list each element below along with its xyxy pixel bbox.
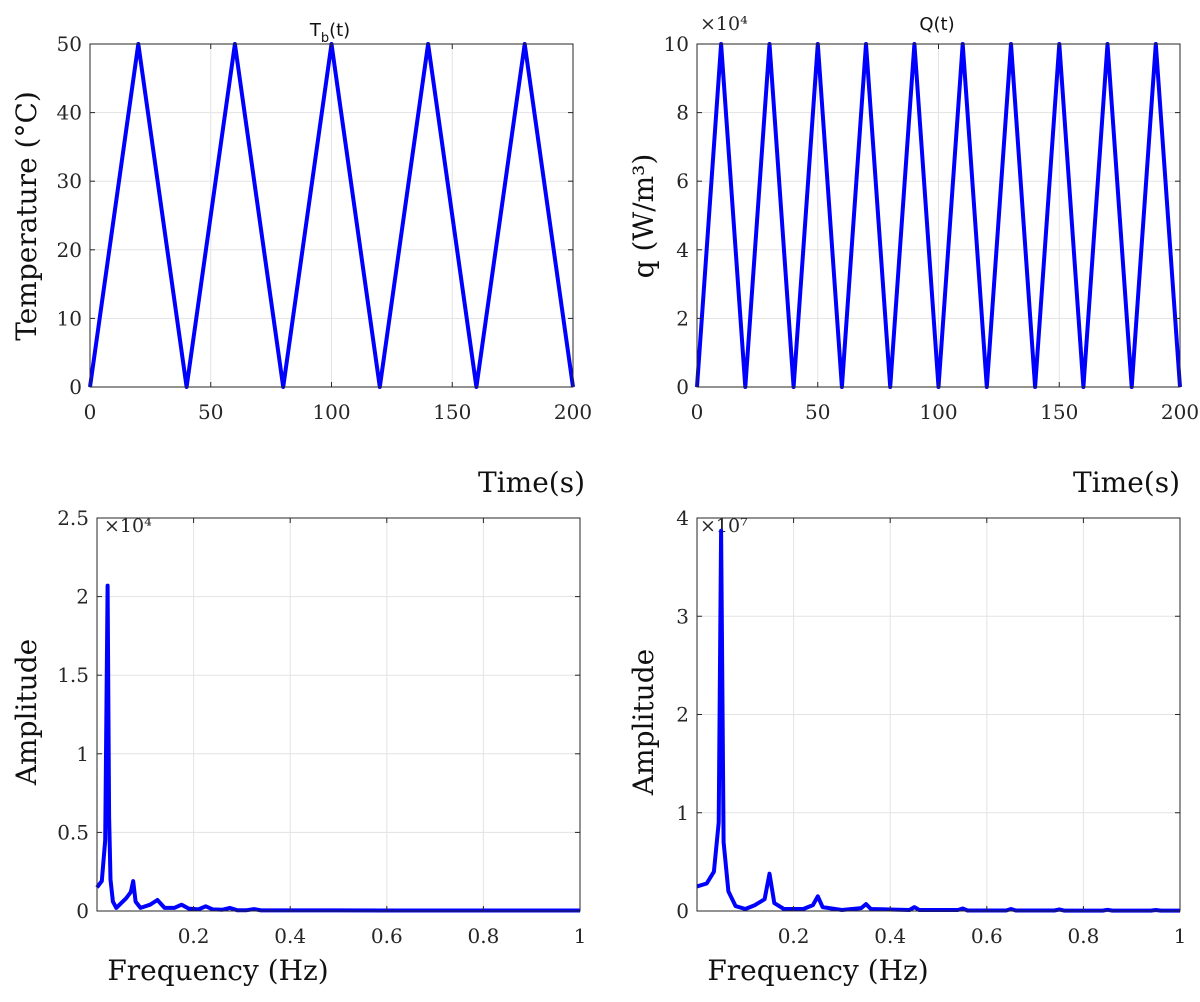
x-tick-label: 1 bbox=[1174, 924, 1187, 948]
panel-heat-source-grid bbox=[696, 43, 1181, 388]
panel-temperature-spectrum-ticks: 0.2 0.4 0.6 0.8 1 0 0.5 1 1.5 2 2.5 bbox=[57, 506, 586, 948]
y-tick-label: 0 bbox=[676, 375, 689, 399]
y-tick-label: 1 bbox=[676, 801, 689, 825]
panel-temperature: Tb(t) 0 50 100 150 200 0 10 20 30 40 50 Time(s) Te… bbox=[10, 20, 592, 499]
panel-heat-source-spectrum-grid bbox=[697, 517, 1181, 912]
y-tick-label: 50 bbox=[57, 32, 82, 56]
y-tick-label: 4 bbox=[676, 238, 689, 262]
x-tick-label: 0.6 bbox=[971, 924, 1003, 948]
x-tick-label: 1 bbox=[574, 924, 587, 948]
panel-heat-source-xlabel: Time(s) bbox=[1073, 466, 1180, 499]
panel-heat-source-spectrum: ×10⁷ 0.2 0.4 0.6 0.8 1 0 1 2 3 4 Frequency (Hz) A… bbox=[627, 506, 1186, 987]
panel-heat-source-ylabel: q (W/m³) bbox=[627, 154, 660, 279]
x-tick-label: 200 bbox=[554, 400, 592, 424]
y-tick-label: 10 bbox=[664, 32, 689, 56]
x-tick-label: 0.4 bbox=[874, 924, 906, 948]
panel-temperature-spectrum-grid bbox=[97, 517, 581, 912]
y-tick-label: 8 bbox=[676, 101, 689, 125]
y-tick-label: 20 bbox=[57, 238, 82, 262]
y-tick-label: 2 bbox=[676, 306, 689, 330]
panel-heat-source-spectrum-xlabel: Frequency (Hz) bbox=[707, 954, 928, 987]
panel-heat-source-spectrum-ticks: 0.2 0.4 0.6 0.8 1 0 1 2 3 4 bbox=[676, 506, 1186, 948]
x-tick-label: 0.6 bbox=[371, 924, 403, 948]
panel-temperature-xlabel: Time(s) bbox=[478, 466, 585, 499]
y-tick-label: 2.5 bbox=[57, 506, 89, 530]
panel-temperature-spectrum-ylabel: Amplitude bbox=[10, 639, 43, 786]
panel-heat-source-spectrum-exponent: ×10⁷ bbox=[700, 515, 748, 537]
x-tick-label: 0 bbox=[691, 400, 704, 424]
x-tick-label: 50 bbox=[805, 400, 830, 424]
x-tick-label: 100 bbox=[312, 400, 350, 424]
x-tick-label: 100 bbox=[919, 400, 957, 424]
y-tick-label: 6 bbox=[676, 169, 689, 193]
panel-temperature-spectrum-exponent: ×10⁴ bbox=[104, 515, 152, 537]
x-tick-label: 0.4 bbox=[274, 924, 306, 948]
y-tick-label: 30 bbox=[57, 169, 82, 193]
panel-heat-source-title: Q(t) bbox=[919, 14, 954, 35]
y-tick-label: 4 bbox=[676, 506, 689, 530]
panel-heat-source-spectrum-series-line bbox=[696, 528, 1180, 913]
y-tick-label: 1 bbox=[76, 742, 89, 766]
panel-temperature-spectrum-series-line bbox=[95, 583, 580, 913]
panel-heat-source-spectrum-ylabel: Amplitude bbox=[627, 649, 660, 796]
y-tick-label: 2 bbox=[76, 585, 89, 609]
y-tick-label: 0 bbox=[676, 899, 689, 923]
y-tick-label: 10 bbox=[57, 306, 82, 330]
y-tick-label: 0 bbox=[69, 375, 82, 399]
y-tick-label: 1.5 bbox=[57, 663, 89, 687]
panel-heat-source-exponent: ×10⁴ bbox=[700, 13, 748, 35]
panel-heat-source: Q(t) ×10⁴ 0 50 100 150 200 0 2 4 6 8 10 Time(s) q … bbox=[627, 13, 1199, 499]
panel-temperature-ticks: 0 50 100 150 200 0 10 20 30 40 50 bbox=[57, 32, 593, 424]
panel-temperature-spectrum-axes-box bbox=[96, 517, 581, 912]
x-tick-label: 0.2 bbox=[178, 924, 210, 948]
x-tick-label: 150 bbox=[433, 400, 471, 424]
panel-temperature-spectrum: ×10⁴ 0.2 0.4 0.6 0.8 1 0 0.5 1 1.5 2 2.5 Frequency… bbox=[10, 506, 586, 987]
y-tick-label: 2 bbox=[676, 703, 689, 727]
y-tick-label: 40 bbox=[57, 101, 82, 125]
x-tick-label: 200 bbox=[1161, 400, 1199, 424]
x-tick-label: 0.2 bbox=[778, 924, 810, 948]
y-tick-label: 3 bbox=[676, 604, 689, 628]
y-tick-label: 0 bbox=[76, 899, 89, 923]
x-tick-label: 0.8 bbox=[467, 924, 499, 948]
x-tick-label: 150 bbox=[1040, 400, 1078, 424]
panel-heat-source-ticks: 0 50 100 150 200 0 2 4 6 8 10 bbox=[664, 32, 1200, 424]
x-tick-label: 0.8 bbox=[1067, 924, 1099, 948]
y-tick-label: 0.5 bbox=[57, 820, 89, 844]
panel-temperature-spectrum-xlabel: Frequency (Hz) bbox=[107, 954, 328, 987]
x-tick-label: 50 bbox=[198, 400, 223, 424]
panel-temperature-title: Tb(t) bbox=[309, 20, 350, 46]
x-tick-label: 0 bbox=[84, 400, 97, 424]
panel-temperature-ylabel: Temperature (°C) bbox=[10, 91, 43, 341]
